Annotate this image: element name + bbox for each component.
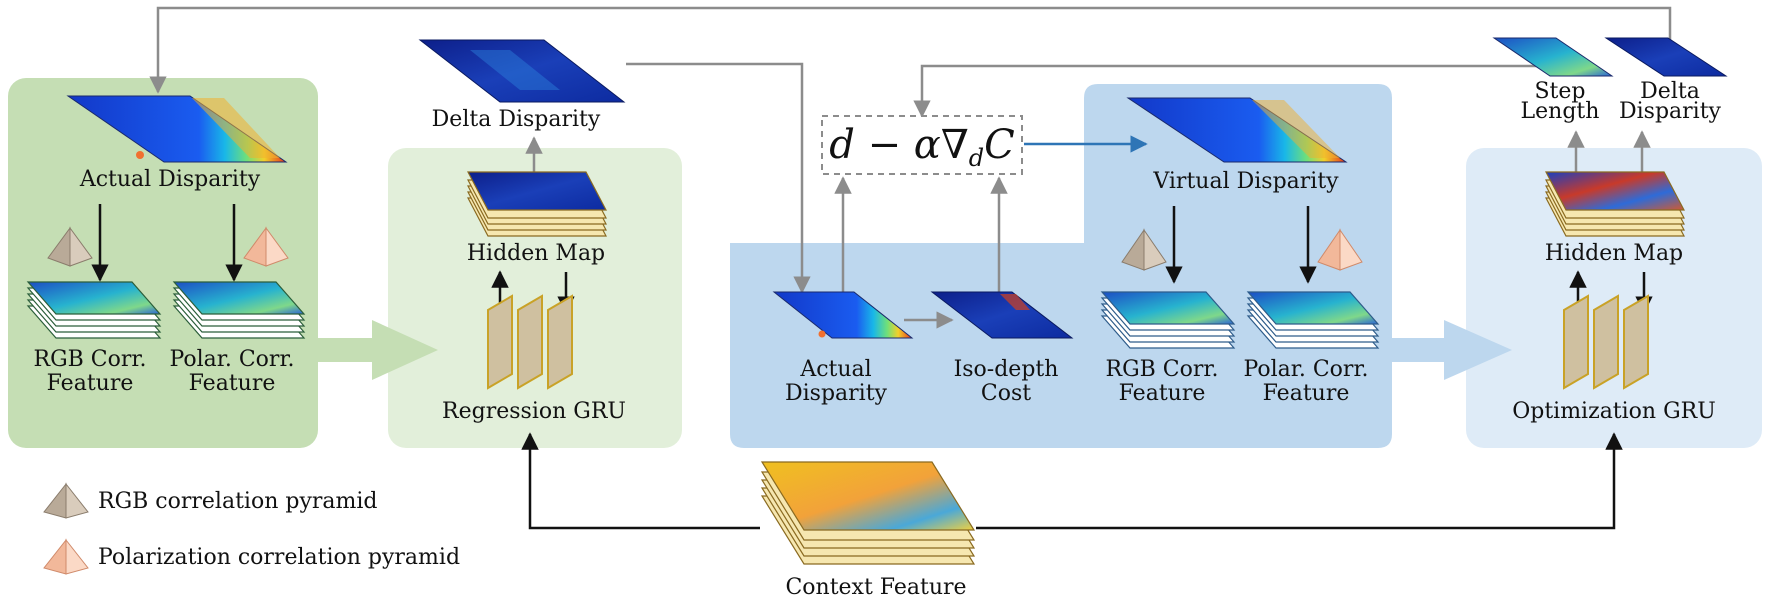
middle-rgb-feature-label-2: Feature: [1119, 381, 1206, 406]
middle-rgb-feature-label-1: RGB Corr.: [1106, 357, 1219, 382]
middle-polar-feature-label-1: Polar. Corr.: [1243, 357, 1368, 382]
left-input-panel: [8, 78, 318, 448]
regression-gru-blocks: [487, 294, 573, 390]
formula-box: [821, 115, 1023, 175]
context-feature-stack: [760, 461, 976, 565]
left-rgb-pyramid-icon: [47, 226, 93, 267]
middle-actual-label-1: Actual: [799, 357, 871, 382]
optimization-gru-label: Optimization GRU: [1512, 399, 1716, 424]
green-transition-arrow: [318, 320, 438, 380]
left-polar-feature-label-2: Feature: [189, 371, 276, 396]
left-polar-feature-label-1: Polar. Corr.: [169, 347, 294, 372]
left-rgb-feature-label-2: Feature: [47, 371, 134, 396]
update-formula: d − α∇dC: [829, 122, 1014, 172]
left-rgb-corr-feature-stack: [26, 281, 162, 339]
regression-hidden-map-label: Hidden Map: [467, 241, 605, 266]
left-polar-corr-feature-stack: [172, 281, 306, 339]
middle-actual-disparity-map: [772, 291, 914, 339]
middle-polar-corr-feature-stack: [1246, 291, 1380, 349]
legend-polar-pyramid-icon: [43, 538, 89, 575]
legend-polar-pyramid-label: Polarization correlation pyramid: [98, 545, 460, 570]
feedback-line-outer: [149, 6, 1672, 94]
left-actual-disparity-label: Actual Disparity: [79, 167, 261, 192]
middle-polar-feature-label-2: Feature: [1263, 381, 1350, 406]
iso-depth-cost-label-2: Cost: [981, 381, 1031, 406]
context-to-regression-line: [521, 432, 760, 530]
regression-panel: [388, 148, 682, 448]
opt-delta-disparity-map: [1604, 37, 1728, 77]
optimization-hidden-map-label: Hidden Map: [1545, 241, 1683, 266]
virtual-disparity-map: [1126, 97, 1348, 163]
middle-rgb-pyramid-icon: [1121, 228, 1167, 271]
left-polar-pyramid-icon: [243, 226, 289, 267]
iso-depth-cost-map: [930, 291, 1074, 339]
step-length-label-1: Step: [1534, 79, 1585, 104]
optimization-gru-blocks: [1563, 294, 1649, 390]
step-length-map: [1492, 37, 1614, 77]
regression-delta-disparity-label: Delta Disparity: [432, 107, 601, 132]
context-to-optimization-line: [976, 432, 1623, 530]
middle-rgb-corr-feature-stack: [1100, 291, 1236, 349]
opt-delta-label-1: Delta: [1640, 79, 1700, 104]
legend-rgb-pyramid-icon: [43, 482, 89, 519]
legend-rgb-pyramid-label: RGB correlation pyramid: [98, 489, 377, 514]
step-length-label-2: Length: [1521, 99, 1600, 124]
middle-actual-label-2: Disparity: [785, 381, 888, 406]
left-rgb-feature-label-1: RGB Corr.: [34, 347, 147, 372]
left-actual-disparity-map: [66, 95, 288, 163]
context-feature-label: Context Feature: [785, 575, 966, 600]
middle-polar-pyramid-icon: [1317, 228, 1363, 271]
blue-transition-arrow: [1392, 320, 1512, 380]
feedback-line-inner: [913, 64, 1572, 118]
virtual-disparity-label: Virtual Disparity: [1152, 169, 1339, 194]
optimization-hidden-map-stack: [1545, 171, 1685, 237]
delta-to-actual-line: [626, 62, 811, 294]
iterative-panel: [730, 84, 1392, 448]
regression-hidden-map-stack: [467, 171, 607, 237]
opt-delta-label-2: Disparity: [1619, 99, 1722, 124]
regression-delta-disparity-map: [418, 39, 626, 103]
regression-gru-label: Regression GRU: [442, 399, 626, 424]
iso-depth-cost-label-1: Iso-depth: [954, 357, 1059, 382]
